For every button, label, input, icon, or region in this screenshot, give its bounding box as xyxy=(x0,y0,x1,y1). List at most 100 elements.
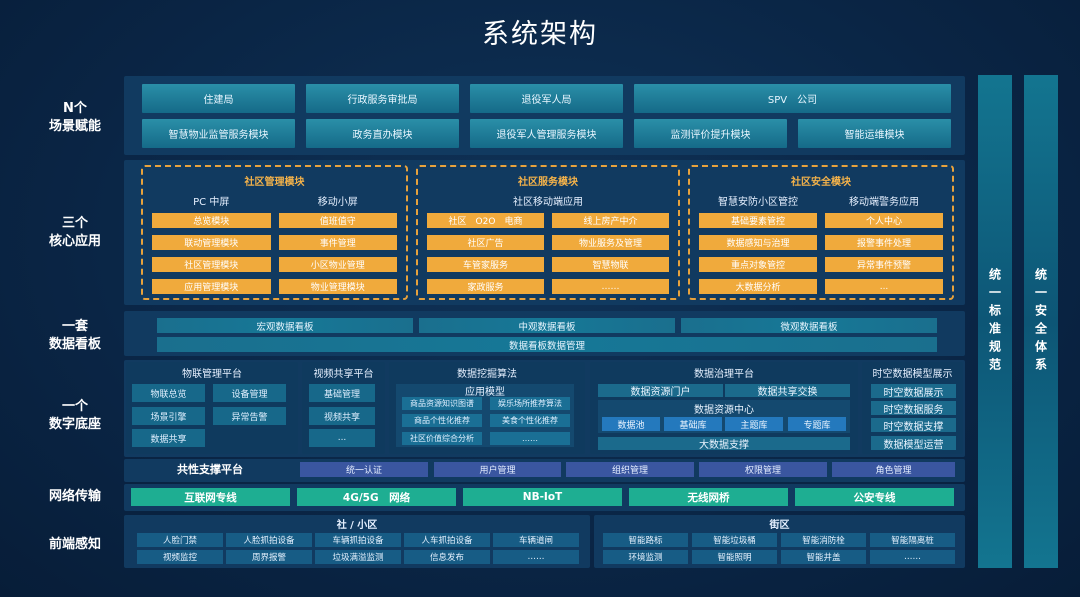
sensor-item: 智能路标 xyxy=(603,533,688,547)
sensor-item: 智能隔离桩 xyxy=(870,533,955,547)
iot-item: 设备管理 xyxy=(213,384,286,402)
governance-item: 数据资源门户 xyxy=(598,384,723,397)
side-bar-security: 统一安全体系 xyxy=(1024,75,1058,568)
module-item: …… xyxy=(552,279,669,294)
spatial-item: 时空数据支撑 xyxy=(871,418,956,432)
module-title: 社区管理模块 xyxy=(244,176,305,188)
network-item: NB-IoT xyxy=(463,488,622,506)
common-item: 角色管理 xyxy=(832,462,955,477)
layer-label: 前端感知 xyxy=(48,537,101,552)
platform-title: 视频共享平台 xyxy=(313,368,374,380)
module-item: 应用管理模块 xyxy=(152,279,271,294)
sensor-item: 智能照明 xyxy=(692,550,777,564)
module-item: 大数据分析 xyxy=(699,279,817,294)
sensor-item: 人车抓拍设备 xyxy=(404,533,490,547)
community-title: 社 / 小区 xyxy=(336,520,378,530)
module-item: 社区 O2O 电商 xyxy=(427,213,544,228)
scenario-module-box: 退役军人管理服务模块 xyxy=(470,119,623,148)
dashboard-board: 宏观数据看板 xyxy=(157,318,413,333)
sensor-item: 智能垃圾桶 xyxy=(692,533,777,547)
sensor-item: 人脸抓拍设备 xyxy=(226,533,312,547)
common-item: 用户管理 xyxy=(434,462,561,477)
module-item: 数据感知与治理 xyxy=(699,235,817,250)
model-item: 美食个性化推荐 xyxy=(490,414,570,427)
common-item: 组织管理 xyxy=(566,462,694,477)
sensor-item: 人脸门禁 xyxy=(137,533,223,547)
module-item: 重点对象管控 xyxy=(699,257,817,272)
module-title: 社区安全模块 xyxy=(791,176,851,188)
platform-title: 物联管理平台 xyxy=(182,368,242,380)
scenario-org-box: 行政服务审批局 xyxy=(306,84,459,113)
layer-label: 一套 数据看板 xyxy=(48,319,101,352)
layer-label: 三个 核心应用 xyxy=(48,216,101,249)
street-title: 街区 xyxy=(769,520,790,530)
scenario-module-box: 智慧物业监管服务模块 xyxy=(142,119,295,148)
sensor-item: 信息发布 xyxy=(404,550,490,564)
video-item: ... xyxy=(309,429,375,447)
core-module-2 xyxy=(688,165,954,300)
sensor-item: …… xyxy=(493,550,579,564)
module-item: 社区管理模块 xyxy=(152,257,271,272)
side-bar-standards: 统一标准规范 xyxy=(978,75,1012,568)
module-subtitle: 移动小屏 xyxy=(317,196,358,208)
layer-label: 一个 数字底座 xyxy=(48,399,101,432)
module-item: 社区广告 xyxy=(427,235,544,250)
module-item: ... xyxy=(825,279,943,294)
module-item: 小区物业管理 xyxy=(278,257,397,272)
iot-item: 物联总览 xyxy=(132,384,205,402)
platform-title: 数据治理平台 xyxy=(694,368,754,380)
sensor-item: 车辆道闸 xyxy=(493,533,579,547)
model-item: 娱乐场所推荐算法 xyxy=(490,397,570,410)
module-item: 物业服务及管理 xyxy=(552,235,669,250)
model-item: 商品个性化推荐 xyxy=(402,414,482,427)
common-item: 统一认证 xyxy=(300,462,428,477)
network-item: 互联网专线 xyxy=(131,488,290,506)
scenario-org-box: 退役军人局 xyxy=(470,84,623,113)
platform-title: 时空数据模型展示 xyxy=(872,368,953,380)
module-subtitle: 移动端警务应用 xyxy=(849,196,919,208)
module-title: 社区服务模块 xyxy=(518,176,578,188)
common-item: 权限管理 xyxy=(699,462,827,477)
sensor-item: 环境监测 xyxy=(603,550,688,564)
dashboard-board: 中观数据看板 xyxy=(419,318,675,333)
iot-item: 异常告警 xyxy=(213,407,286,425)
sensor-item: 智能消防栓 xyxy=(781,533,866,547)
spatial-item: 数据模型运营 xyxy=(871,436,956,450)
sensor-item: 视频监控 xyxy=(137,550,223,564)
governance-item: 数据共享交换 xyxy=(725,384,850,397)
network-item: 无线网桥 xyxy=(629,488,788,506)
layer-label: N个 场景赋能 xyxy=(48,101,101,134)
model-item: 商品资源知识图谱 xyxy=(402,397,482,410)
iot-item: 数据共享 xyxy=(132,429,205,447)
dashboard-board: 微观数据看板 xyxy=(681,318,937,333)
resource-center-item: 数据池 xyxy=(602,417,660,431)
dashboard-management: 数据看板数据管理 xyxy=(157,337,937,352)
platform-title: 数据挖掘算法 xyxy=(457,368,517,380)
resource-center-item: 专题库 xyxy=(788,417,846,431)
module-item: 个人中心 xyxy=(825,213,943,228)
module-subtitle: 智慧安防小区管控 xyxy=(718,196,798,208)
resource-center-title: 数据资源中心 xyxy=(694,404,754,416)
module-item: 事件管理 xyxy=(278,235,397,250)
module-item: 车管家服务 xyxy=(427,257,544,272)
scenario-module-box: 智能运维模块 xyxy=(798,119,951,148)
module-item: 智慧物联 xyxy=(552,257,669,272)
sensor-item: …… xyxy=(870,550,955,564)
module-item: 异常事件预警 xyxy=(825,257,943,272)
resource-center-item: 基础库 xyxy=(664,417,722,431)
module-item: 值班值守 xyxy=(278,213,397,228)
scenario-org-box: SPV 公司 xyxy=(634,84,951,113)
scenario-module-box: 政务直办模块 xyxy=(306,119,459,148)
model-item: …… xyxy=(490,432,570,445)
model-title: 应用模型 xyxy=(465,387,505,397)
common-support-title: 共性支撑平台 xyxy=(177,463,243,476)
module-item: 报警事件处理 xyxy=(825,235,943,250)
spatial-item: 时空数据展示 xyxy=(871,384,956,398)
governance-bottom: 大数据支撑 xyxy=(598,437,850,450)
resource-center-item: 主题库 xyxy=(725,417,783,431)
module-item: 总览模块 xyxy=(152,213,271,228)
scenario-org-box: 住建局 xyxy=(142,84,295,113)
module-item: 物业管理模块 xyxy=(278,279,397,294)
page-title: 系统架构 xyxy=(482,18,598,50)
